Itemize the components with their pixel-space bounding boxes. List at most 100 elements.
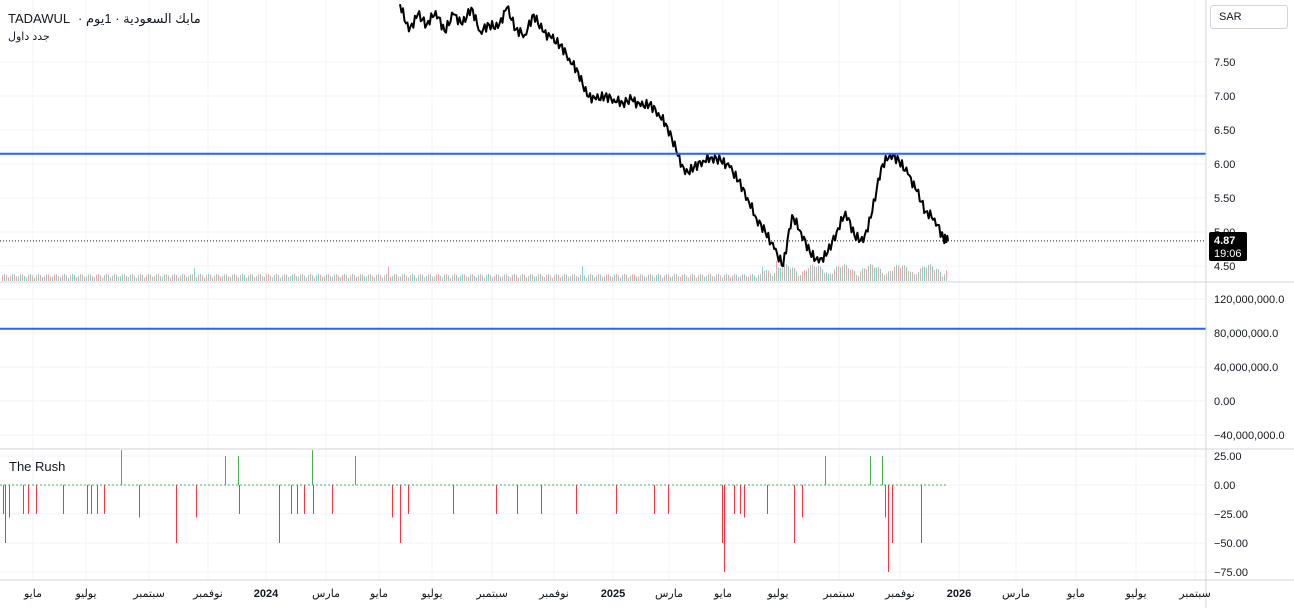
volume-bar xyxy=(786,264,787,281)
volume-bar xyxy=(250,274,251,281)
volume-bar xyxy=(648,274,649,281)
volume-bar xyxy=(718,274,719,281)
volume-bar xyxy=(214,275,215,281)
x-tick-label: مارس xyxy=(655,588,683,600)
x-tick-label: يوليو xyxy=(74,588,96,600)
volume-bar xyxy=(942,276,943,281)
volume-bar xyxy=(204,277,205,281)
volume-bar xyxy=(64,274,65,281)
volume-bar xyxy=(918,272,919,281)
volume-bar xyxy=(722,277,723,281)
volume-bar xyxy=(166,274,167,281)
price-tick-label: 7.50 xyxy=(1214,57,1235,69)
volume-bar xyxy=(776,261,777,281)
volume-bar xyxy=(740,276,741,281)
volume-bar xyxy=(614,274,615,281)
volume-bar xyxy=(506,274,507,281)
volume-bar xyxy=(870,264,871,281)
x-tick-label: مايو xyxy=(1066,588,1085,600)
horizontal-levels[interactable] xyxy=(0,152,1206,330)
volume-bar xyxy=(680,276,681,281)
rush-bar xyxy=(400,485,401,543)
indicator-label: The Rush xyxy=(9,459,66,474)
volume-bar xyxy=(30,274,31,281)
volume-bar xyxy=(176,274,177,281)
volume-bar xyxy=(154,276,155,281)
volume-bar xyxy=(438,274,439,281)
volume-bar xyxy=(900,267,901,281)
volume-bar xyxy=(656,275,657,281)
volume-bar xyxy=(352,274,353,281)
volume-bar xyxy=(188,276,189,281)
rush-bar xyxy=(104,485,105,514)
rush-bars xyxy=(0,450,948,572)
volume-bar xyxy=(112,275,113,281)
volume-bar xyxy=(278,275,279,281)
volume-bar xyxy=(788,266,789,281)
volume-bar xyxy=(432,276,433,281)
volume-bar xyxy=(854,271,855,281)
volume-bar xyxy=(796,271,797,281)
volume-bar xyxy=(834,269,835,281)
rush-tick-label: −50.00 xyxy=(1214,538,1248,550)
volume-bar xyxy=(518,277,519,281)
volume-bar xyxy=(150,274,151,281)
volume-bar xyxy=(514,274,515,281)
volume-bar xyxy=(616,274,617,281)
volume-bar xyxy=(146,275,147,281)
volume-bar xyxy=(66,275,67,281)
volume-bar xyxy=(106,274,107,281)
rush-bar xyxy=(825,456,826,485)
volume-bar xyxy=(98,274,99,281)
volume-bar xyxy=(40,274,41,281)
volume-bar xyxy=(500,276,501,281)
volume-bar xyxy=(172,275,173,281)
volume-bar xyxy=(674,274,675,281)
volume-bar xyxy=(608,274,609,281)
volume-bar xyxy=(562,275,563,281)
volume-bar xyxy=(178,277,179,281)
volume-bar xyxy=(570,276,571,281)
chart-subtitle: جدد داول xyxy=(8,31,50,43)
volume-bar xyxy=(484,277,485,281)
volume-bar xyxy=(374,277,375,281)
volume-bar xyxy=(844,264,845,281)
volume-bar xyxy=(750,274,751,281)
volume-tick-label: 80,000,000.0 xyxy=(1214,328,1278,340)
volume-bar xyxy=(424,277,425,281)
rush-bar xyxy=(196,485,197,518)
volume-bar xyxy=(932,266,933,281)
volume-bar xyxy=(290,276,291,281)
volume-bar xyxy=(92,276,93,281)
rush-bar xyxy=(576,485,577,514)
volume-bar xyxy=(334,274,335,281)
volume-bar xyxy=(524,274,525,281)
volume-bar xyxy=(516,275,517,281)
volume-bar xyxy=(356,277,357,281)
volume-bar xyxy=(428,274,429,281)
volume-bar xyxy=(162,277,163,281)
volume-bar xyxy=(4,274,5,281)
volume-bar xyxy=(930,264,931,281)
volume-bar xyxy=(232,274,233,281)
volume-bar xyxy=(576,276,577,281)
volume-bar xyxy=(896,264,897,281)
volume-bar xyxy=(202,275,203,281)
rush-bar xyxy=(668,485,669,514)
volume-bar xyxy=(860,271,861,281)
last-price-label: 4.87 19:06 xyxy=(1209,232,1247,261)
volume-bar xyxy=(246,277,247,281)
currency-selector[interactable]: SAR xyxy=(1210,5,1288,29)
volume-bar xyxy=(760,274,761,281)
volume-bar xyxy=(354,274,355,281)
volume-bar xyxy=(666,274,667,281)
volume-bar xyxy=(686,275,687,281)
rush-bar xyxy=(541,485,542,514)
volume-bar xyxy=(654,277,655,281)
rush-bar xyxy=(392,485,393,518)
volume-bar xyxy=(108,274,109,281)
volume-bar xyxy=(320,274,321,281)
volume-bar xyxy=(520,275,521,281)
volume-bar xyxy=(72,274,73,281)
